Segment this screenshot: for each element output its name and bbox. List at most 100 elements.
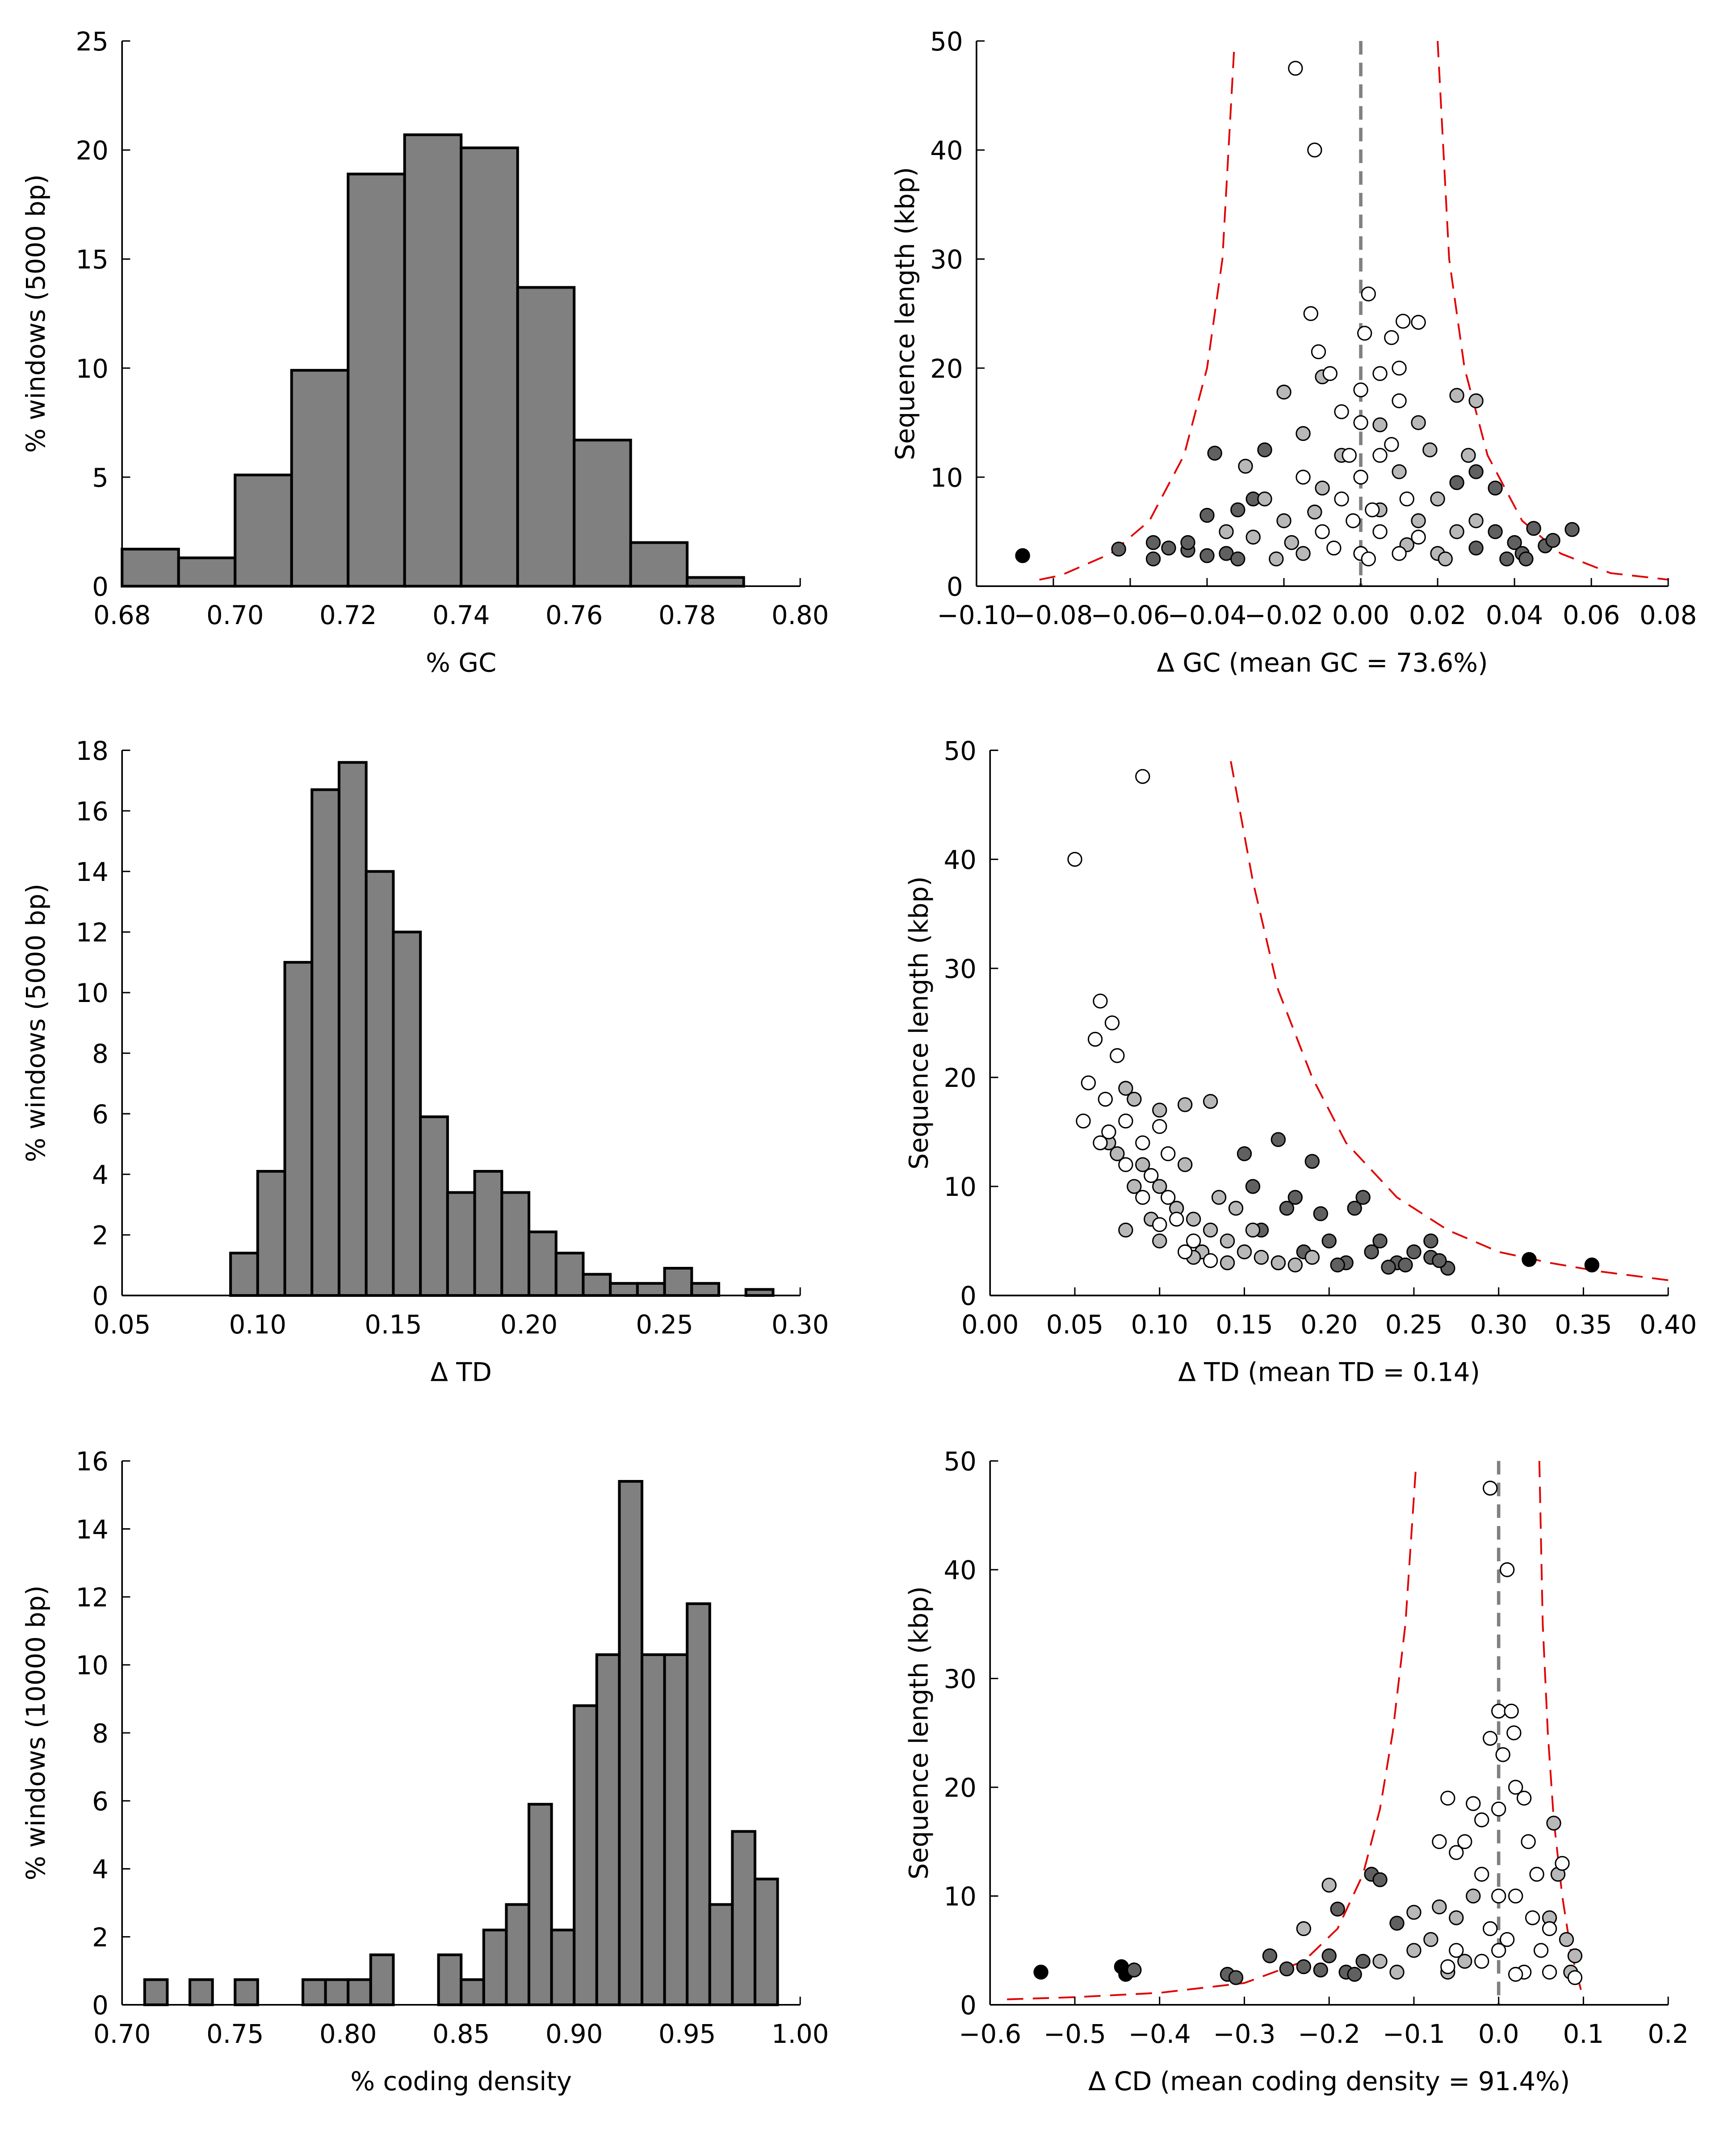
bar [369,1953,395,2006]
point [1355,1190,1371,1205]
bar [708,1903,734,2006]
point [1152,1103,1167,1118]
bar [446,1191,476,1297]
x-tick-label: 1.00 [772,2019,829,2049]
bar [337,761,368,1297]
point [1491,1801,1506,1817]
y-tick-label: 40 [943,845,976,875]
point [1230,551,1245,566]
point [1521,1834,1536,1849]
point [1411,415,1426,430]
bar [744,1288,775,1297]
bar [324,1978,350,2006]
threshold-curve [1230,761,1669,1281]
point [1321,1878,1337,1893]
bar [177,556,237,588]
point [1257,491,1272,507]
bar [550,1928,576,2006]
x-tick-label: −0.04 [1168,600,1247,630]
point [1461,448,1476,463]
x-tick-label: 0.05 [93,1309,151,1340]
point [1542,1965,1557,1980]
x-tick-label: 0.15 [365,1309,422,1340]
bar [234,474,293,588]
point [1559,1932,1574,1947]
point [1440,1959,1455,1975]
bar [143,1978,169,2006]
x-tick-label: 0.80 [319,2019,377,2049]
point [1564,522,1580,537]
point [1411,513,1426,528]
x-tick-label: 0.02 [1409,600,1466,630]
point [1342,448,1357,463]
y-tick-label: 18 [75,736,108,766]
point [1440,1790,1455,1806]
bar [640,1653,666,2006]
point [1145,535,1161,550]
point [1392,393,1407,408]
point [1353,470,1368,485]
point [1499,1562,1515,1577]
y-tick-label: 5 [92,462,109,493]
point [1468,464,1484,479]
point [1269,551,1284,566]
y-tick-label: 20 [930,353,963,384]
x-tick-label: 0.00 [1332,600,1389,630]
point [1411,529,1426,545]
point [1296,1959,1311,1975]
bar [686,1602,711,2006]
point [1127,1179,1142,1194]
point [1081,1075,1096,1090]
point [1152,1119,1167,1134]
point [1087,1031,1103,1047]
point [1449,1845,1464,1860]
y-tick-label: 30 [943,954,976,984]
point [1321,1233,1337,1249]
point [1347,1201,1362,1216]
point [1220,1255,1235,1270]
point [1372,524,1388,539]
point [1245,1179,1261,1194]
y-axis-label: Sequence length (kbp) [904,876,934,1170]
bar [609,1282,639,1297]
point [1307,504,1322,520]
bar [392,931,422,1297]
point [1406,1244,1422,1260]
point [1161,1146,1176,1161]
point [1135,1190,1150,1205]
point [1364,1244,1379,1260]
y-tick-label: 10 [75,353,108,384]
point [1423,1233,1438,1249]
bar [121,548,180,588]
point [1508,1888,1523,1904]
bar [290,369,350,588]
y-tick-label: 50 [930,26,963,57]
point [1230,502,1245,518]
point [1262,1948,1278,1963]
y-axis-label: % windows (10000 bp) [21,1585,51,1880]
y-tick-label: 10 [75,978,108,1008]
point [1237,1244,1252,1260]
point [1546,1815,1561,1831]
point [1135,1157,1150,1172]
y-tick-label: 40 [930,135,963,166]
point [1127,1091,1142,1107]
x-tick-label: 0.25 [636,1309,693,1340]
point [1406,1905,1422,1920]
x-tick-label: 0.04 [1486,600,1543,630]
point [1152,1233,1167,1249]
point [1449,1910,1464,1925]
y-tick-label: 0 [960,1990,977,2021]
point [1254,1249,1269,1265]
point [1518,551,1534,566]
point [1361,551,1376,566]
point [1288,61,1303,76]
x-tick-label: 0.90 [545,2019,603,2049]
y-tick-label: 8 [92,1718,109,1748]
y-tick-label: 0 [960,1281,977,1311]
bar [234,1978,259,2006]
bar [310,788,341,1297]
point [1315,524,1330,539]
point [1211,1190,1227,1205]
point [1372,417,1388,432]
